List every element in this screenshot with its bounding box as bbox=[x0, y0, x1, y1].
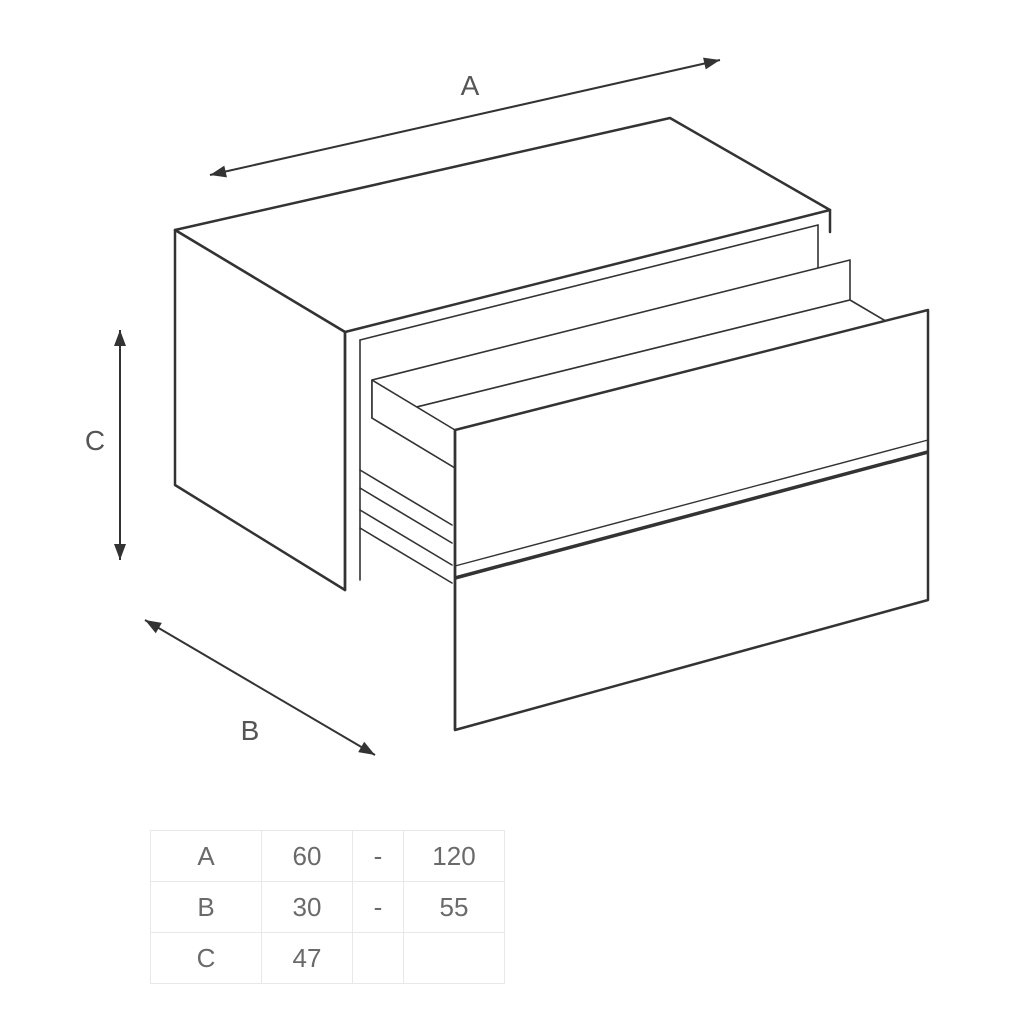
dimension-B bbox=[145, 620, 375, 755]
cell-min: 60 bbox=[262, 831, 353, 882]
dimensions-table: A 60 - 120 B 30 - 55 C 47 bbox=[150, 830, 505, 984]
table-row: B 30 - 55 bbox=[151, 882, 505, 933]
cell-dash: - bbox=[353, 831, 404, 882]
cell-min: 30 bbox=[262, 882, 353, 933]
dimension-label-A: A bbox=[461, 70, 480, 101]
table-row: A 60 - 120 bbox=[151, 831, 505, 882]
cell-label: C bbox=[151, 933, 262, 984]
cell-max: 55 bbox=[404, 882, 505, 933]
cell-max bbox=[404, 933, 505, 984]
cell-dash bbox=[353, 933, 404, 984]
cell-min: 47 bbox=[262, 933, 353, 984]
table-row: C 47 bbox=[151, 933, 505, 984]
cell-max: 120 bbox=[404, 831, 505, 882]
cell-dash: - bbox=[353, 882, 404, 933]
dimension-label-C: C bbox=[85, 425, 105, 456]
cell-label: A bbox=[151, 831, 262, 882]
dimension-label-B: B bbox=[241, 715, 260, 746]
cell-label: B bbox=[151, 882, 262, 933]
dimension-diagram: A B C bbox=[0, 0, 1024, 800]
